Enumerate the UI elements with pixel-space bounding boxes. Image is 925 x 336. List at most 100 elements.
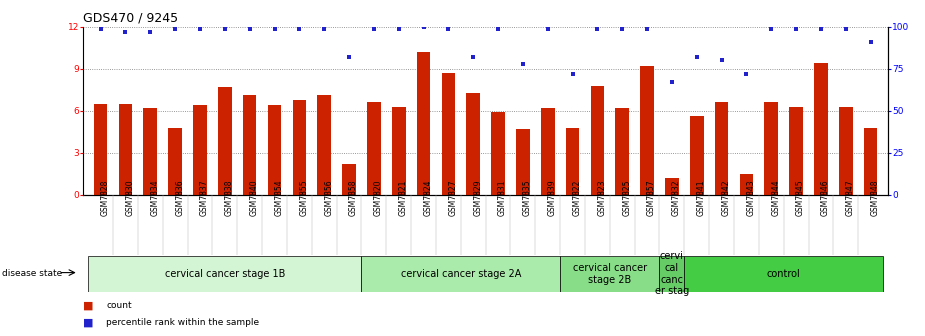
Bar xyxy=(684,256,883,292)
Point xyxy=(590,26,605,31)
Bar xyxy=(441,73,455,195)
Bar xyxy=(243,95,256,195)
Text: GSM7841: GSM7841 xyxy=(697,180,706,216)
Point xyxy=(466,54,481,60)
Point xyxy=(515,61,530,67)
Text: GSM7837: GSM7837 xyxy=(200,179,209,216)
Text: GSM7834: GSM7834 xyxy=(150,179,159,216)
Point xyxy=(565,71,580,77)
Text: GSM7846: GSM7846 xyxy=(821,179,830,216)
Bar xyxy=(541,108,555,195)
Text: GSM7847: GSM7847 xyxy=(845,179,855,216)
Text: GSM7829: GSM7829 xyxy=(474,180,482,216)
Bar xyxy=(561,256,660,292)
Text: GSM7838: GSM7838 xyxy=(225,180,234,216)
Text: GSM7821: GSM7821 xyxy=(399,180,408,216)
Bar xyxy=(590,86,604,195)
Bar xyxy=(392,107,405,195)
Bar xyxy=(715,102,728,195)
Text: ■: ■ xyxy=(83,318,93,328)
Point xyxy=(167,26,182,31)
Text: GSM7844: GSM7844 xyxy=(771,179,781,216)
Point xyxy=(366,26,381,31)
Point xyxy=(664,80,679,85)
Text: GDS470 / 9245: GDS470 / 9245 xyxy=(83,12,179,25)
Point xyxy=(615,26,630,31)
Bar xyxy=(516,129,530,195)
Text: GSM7857: GSM7857 xyxy=(648,179,656,216)
Text: GSM7830: GSM7830 xyxy=(126,179,134,216)
Bar xyxy=(367,102,381,195)
Text: percentile rank within the sample: percentile rank within the sample xyxy=(106,318,260,327)
Point xyxy=(838,26,853,31)
Point xyxy=(814,26,829,31)
Text: GSM7839: GSM7839 xyxy=(548,179,557,216)
Bar xyxy=(193,105,207,195)
Bar xyxy=(88,256,362,292)
Text: GSM7825: GSM7825 xyxy=(623,180,631,216)
Text: count: count xyxy=(106,301,132,310)
Text: GSM7842: GSM7842 xyxy=(722,180,731,216)
Point xyxy=(739,71,754,77)
Text: GSM7855: GSM7855 xyxy=(300,179,308,216)
Text: GSM7823: GSM7823 xyxy=(598,180,607,216)
Bar xyxy=(342,164,356,195)
Bar xyxy=(764,102,778,195)
Bar xyxy=(640,66,654,195)
Text: GSM7845: GSM7845 xyxy=(796,179,805,216)
Bar xyxy=(416,52,430,195)
Bar xyxy=(267,105,281,195)
Point xyxy=(341,54,356,60)
Point xyxy=(192,26,207,31)
Text: GSM7828: GSM7828 xyxy=(101,180,110,216)
Bar xyxy=(566,128,579,195)
Text: GSM7832: GSM7832 xyxy=(672,180,681,216)
Text: GSM7843: GSM7843 xyxy=(746,179,756,216)
Text: cervical cancer stage 2A: cervical cancer stage 2A xyxy=(401,269,521,279)
Point xyxy=(441,26,456,31)
Point xyxy=(93,26,108,31)
Bar xyxy=(740,174,753,195)
Text: GSM7836: GSM7836 xyxy=(175,179,184,216)
Point xyxy=(714,58,729,63)
Text: cervi
cal
canc
er stag: cervi cal canc er stag xyxy=(655,251,689,296)
Text: GSM7820: GSM7820 xyxy=(374,180,383,216)
Bar xyxy=(292,100,306,195)
Point xyxy=(540,26,555,31)
Bar xyxy=(839,107,853,195)
Bar xyxy=(317,95,331,195)
Point xyxy=(640,26,655,31)
Bar xyxy=(93,104,107,195)
Point xyxy=(789,26,804,31)
Point xyxy=(764,26,779,31)
Bar xyxy=(690,117,704,195)
Point xyxy=(689,54,704,60)
Bar xyxy=(864,128,878,195)
Text: disease state: disease state xyxy=(2,269,62,278)
Text: ■: ■ xyxy=(83,301,93,311)
Text: control: control xyxy=(767,269,800,279)
Text: GSM7856: GSM7856 xyxy=(324,179,333,216)
Bar xyxy=(665,178,679,195)
Point xyxy=(391,26,406,31)
Point xyxy=(316,26,331,31)
Text: cervical cancer
stage 2B: cervical cancer stage 2B xyxy=(573,263,647,285)
Bar xyxy=(814,63,828,195)
Bar xyxy=(615,108,629,195)
Bar xyxy=(168,128,182,195)
Point xyxy=(217,26,232,31)
Text: GSM7824: GSM7824 xyxy=(424,180,433,216)
Text: cervical cancer stage 1B: cervical cancer stage 1B xyxy=(165,269,285,279)
Text: GSM7831: GSM7831 xyxy=(498,180,507,216)
Point xyxy=(490,26,505,31)
Bar xyxy=(660,256,684,292)
Text: GSM7835: GSM7835 xyxy=(523,179,532,216)
Text: GSM7840: GSM7840 xyxy=(250,179,259,216)
Bar xyxy=(143,108,157,195)
Point xyxy=(267,26,282,31)
Bar xyxy=(466,93,480,195)
Bar xyxy=(789,107,803,195)
Bar xyxy=(491,112,505,195)
Text: GSM7854: GSM7854 xyxy=(275,179,283,216)
Bar xyxy=(218,87,231,195)
